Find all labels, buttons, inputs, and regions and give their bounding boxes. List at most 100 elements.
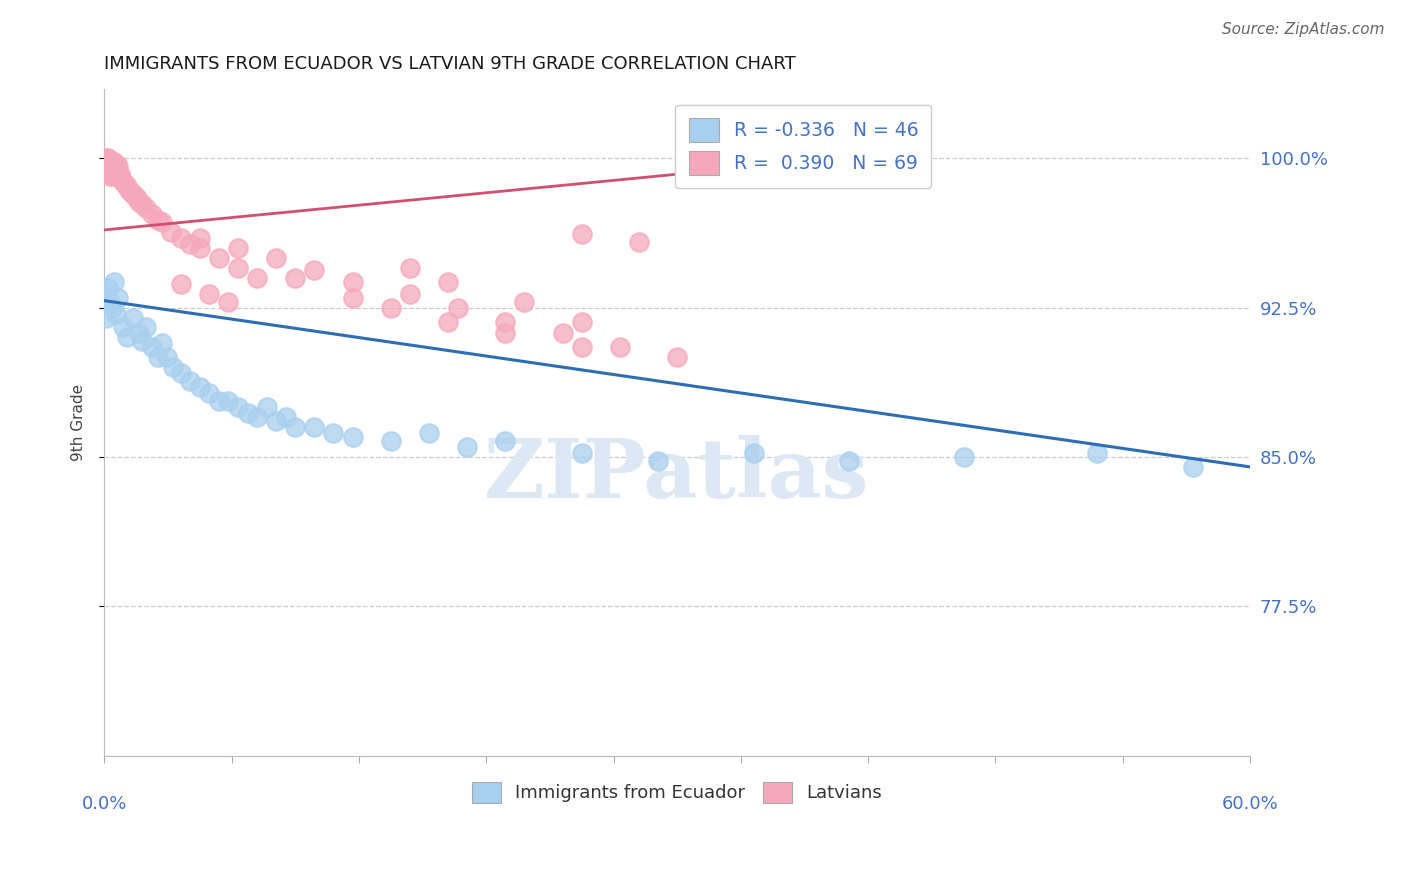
Point	[217, 294, 239, 309]
Point	[150, 215, 173, 229]
Point	[1085, 446, 1108, 460]
Point	[131, 197, 153, 211]
Point	[627, 235, 650, 249]
Point	[101, 169, 124, 184]
Point	[418, 425, 440, 440]
Point	[97, 161, 120, 176]
Point	[98, 153, 121, 168]
Point	[124, 189, 146, 203]
Point	[156, 351, 179, 365]
Text: 0.0%: 0.0%	[82, 796, 127, 814]
Point	[96, 155, 118, 169]
Point	[118, 183, 141, 197]
Point	[217, 394, 239, 409]
Point	[188, 380, 211, 394]
Point	[141, 207, 163, 221]
Point	[742, 446, 765, 460]
Point	[98, 163, 121, 178]
Text: IMMIGRANTS FROM ECUADOR VS LATVIAN 9TH GRADE CORRELATION CHART: IMMIGRANTS FROM ECUADOR VS LATVIAN 9TH G…	[104, 55, 796, 73]
Point	[125, 191, 148, 205]
Point	[952, 450, 974, 464]
Point	[188, 241, 211, 255]
Point	[179, 236, 201, 251]
Text: Source: ZipAtlas.com: Source: ZipAtlas.com	[1222, 22, 1385, 37]
Point	[226, 400, 249, 414]
Point	[264, 251, 287, 265]
Point	[107, 159, 129, 173]
Point	[135, 320, 157, 334]
Point	[274, 410, 297, 425]
Point	[115, 179, 138, 194]
Point	[1181, 459, 1204, 474]
Point	[98, 157, 121, 171]
Point	[104, 307, 127, 321]
Point	[284, 270, 307, 285]
Point	[647, 454, 669, 468]
Point	[96, 310, 118, 325]
Point	[170, 277, 193, 291]
Point	[170, 231, 193, 245]
Point	[107, 169, 129, 184]
Point	[513, 294, 536, 309]
Point	[304, 262, 326, 277]
Point	[98, 294, 121, 309]
Point	[236, 406, 259, 420]
Point	[208, 394, 231, 409]
Point	[122, 310, 145, 325]
Point	[97, 155, 120, 169]
Point	[97, 151, 120, 165]
Point	[96, 291, 118, 305]
Point	[198, 286, 221, 301]
Point	[131, 334, 153, 349]
Point	[101, 157, 124, 171]
Point	[141, 340, 163, 354]
Text: ZIPatlas: ZIPatlas	[485, 435, 870, 516]
Point	[380, 301, 402, 315]
Point	[264, 414, 287, 428]
Point	[446, 301, 468, 315]
Point	[380, 434, 402, 448]
Point	[208, 251, 231, 265]
Point	[188, 231, 211, 245]
Point	[494, 434, 516, 448]
Point	[170, 366, 193, 380]
Point	[104, 157, 127, 171]
Point	[666, 351, 689, 365]
Point	[838, 454, 860, 468]
Point	[128, 195, 150, 210]
Point	[342, 430, 364, 444]
Point	[146, 213, 169, 227]
Point	[101, 163, 124, 178]
Point	[551, 326, 574, 341]
Legend: Immigrants from Ecuador, Latvians: Immigrants from Ecuador, Latvians	[465, 774, 890, 810]
Point	[398, 260, 420, 275]
Point	[110, 171, 132, 186]
Point	[146, 351, 169, 365]
Point	[160, 225, 183, 239]
Point	[342, 291, 364, 305]
Point	[609, 340, 631, 354]
Point	[97, 165, 120, 179]
Point	[494, 326, 516, 341]
Point	[135, 201, 157, 215]
Point	[246, 270, 269, 285]
Point	[108, 167, 131, 181]
Point	[494, 314, 516, 328]
Point	[103, 275, 125, 289]
Point	[342, 275, 364, 289]
Point	[571, 340, 593, 354]
Point	[179, 374, 201, 388]
Point	[398, 286, 420, 301]
Point	[112, 175, 135, 189]
Point	[97, 281, 120, 295]
Point	[112, 320, 135, 334]
Point	[256, 400, 278, 414]
Point	[571, 227, 593, 241]
Point	[96, 159, 118, 173]
Point	[128, 326, 150, 341]
Point	[304, 420, 326, 434]
Point	[226, 260, 249, 275]
Point	[437, 314, 460, 328]
Point	[284, 420, 307, 434]
Point	[162, 360, 184, 375]
